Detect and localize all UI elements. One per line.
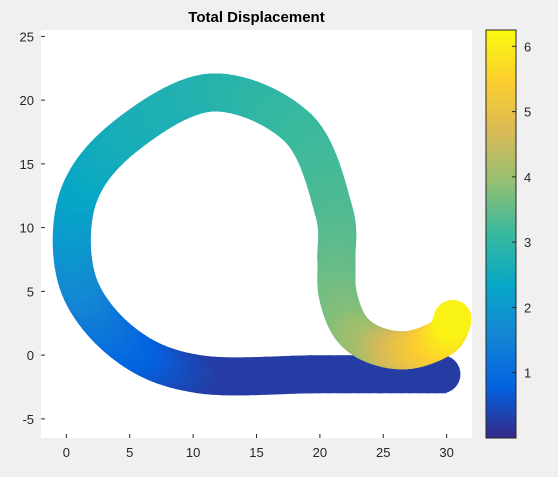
- y-axis: -5 0 5 10 15 20 25: [20, 29, 45, 427]
- x-tick-label: 20: [313, 445, 327, 460]
- colorbar-axis: 1 2 3 4 5 6: [512, 39, 531, 381]
- colorbar-tick-label: 6: [524, 39, 531, 54]
- x-tick-label: 25: [376, 445, 390, 460]
- x-tick-label: 30: [439, 445, 453, 460]
- colorbar-tick-label: 1: [524, 366, 531, 381]
- y-tick-label: 15: [20, 157, 34, 172]
- y-tick-label: -5: [22, 412, 34, 427]
- colorbar-tick-label: 4: [524, 170, 531, 185]
- x-tick-label: 0: [63, 445, 70, 460]
- chart-title: Total Displacement: [188, 9, 324, 26]
- colorbar-tick-label: 3: [524, 235, 531, 250]
- y-tick-label: 10: [20, 221, 34, 236]
- colorbar-tick-label: 5: [524, 105, 531, 120]
- y-tick-label: 5: [27, 284, 34, 299]
- y-tick-label: 20: [20, 93, 34, 108]
- plot-marks: [52, 73, 472, 396]
- colorbar-tick-label: 2: [524, 300, 531, 315]
- x-tick-label: 5: [126, 445, 133, 460]
- y-tick-label: 25: [20, 29, 34, 44]
- x-tick-label: 10: [186, 445, 200, 460]
- x-tick-label: 15: [249, 445, 263, 460]
- y-tick-label: 0: [27, 348, 34, 363]
- x-axis: 0 5 10 15 20 25 30: [63, 434, 454, 460]
- colorbar: [485, 29, 517, 439]
